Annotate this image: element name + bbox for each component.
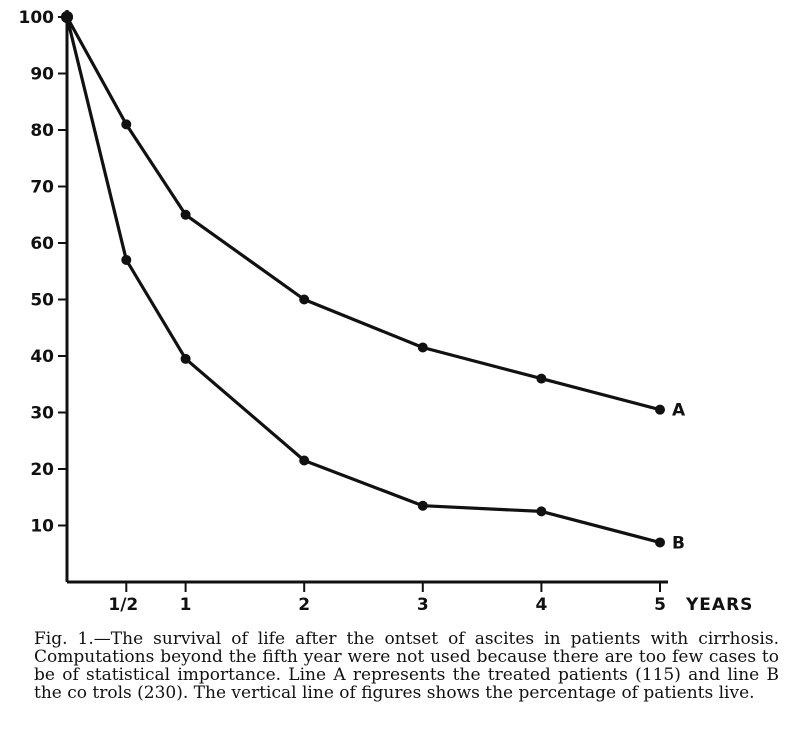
data-point-B <box>61 11 73 23</box>
y-tick-label: 70 <box>30 178 54 198</box>
series-label-A: A <box>672 401 686 421</box>
series-points <box>61 11 665 548</box>
data-point-A <box>299 294 310 305</box>
x-tick-label: 4 <box>535 595 547 615</box>
data-point-A <box>417 342 428 353</box>
series-line-B <box>65 16 661 545</box>
data-point-A <box>121 119 132 130</box>
x-ticks: 1/2 1 2 3 4 5 <box>108 582 666 615</box>
y-tick-label: 90 <box>30 65 54 85</box>
series-label-B: B <box>672 533 685 553</box>
y-tick-label: 30 <box>30 404 54 424</box>
data-point-B <box>655 537 665 548</box>
y-tick-label: 40 <box>30 347 54 367</box>
data-point-B <box>180 353 191 364</box>
data-point-B <box>417 500 428 511</box>
y-ticks: 10 20 30 40 50 60 70 80 90 100 <box>19 8 67 537</box>
y-tick-label: 20 <box>30 460 54 480</box>
data-point-A <box>180 209 191 220</box>
data-point-B <box>121 254 132 265</box>
y-tick-label: 10 <box>30 517 54 537</box>
x-tick-label: 1 <box>180 595 192 615</box>
data-point-A <box>655 404 665 415</box>
data-point-A <box>536 373 547 384</box>
x-tick-label: 5 <box>654 595 666 615</box>
x-tick-label: 1/2 <box>108 595 138 615</box>
data-point-B <box>536 506 547 517</box>
series-labels: AB <box>672 401 686 554</box>
y-tick-label: 80 <box>30 121 54 141</box>
figure-caption: Fig. 1.—The survival of life after the o… <box>34 629 779 703</box>
x-axis-title: YEARS <box>685 595 753 615</box>
x-tick-label: 2 <box>298 595 310 615</box>
x-tick-label: 3 <box>417 595 429 615</box>
y-tick-label: 60 <box>30 234 54 254</box>
y-tick-label: 50 <box>30 291 54 311</box>
series-line-A <box>65 16 661 412</box>
y-tick-label: 100 <box>19 8 55 28</box>
data-point-B <box>299 455 310 466</box>
series-lines <box>65 16 661 545</box>
